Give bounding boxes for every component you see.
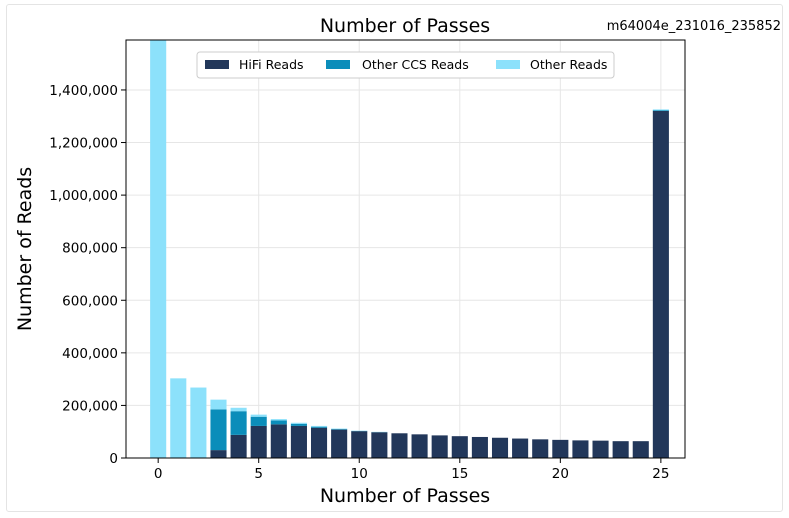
bar-other-reads <box>331 428 348 430</box>
legend-swatch-other <box>496 60 520 69</box>
x-tick-label: 15 <box>451 466 468 482</box>
bar-other-reads <box>290 422 307 424</box>
y-tick-label: 1,400,000 <box>49 83 118 99</box>
bar-other-ccs-reads <box>290 423 307 426</box>
x-tick-label: 5 <box>254 466 263 482</box>
bar-hifi-reads <box>612 441 629 458</box>
bar-hifi-reads <box>290 425 307 458</box>
bar-other-reads <box>270 419 287 421</box>
bar-other-reads <box>652 109 669 111</box>
figure-frame <box>6 4 783 512</box>
bar-hifi-reads <box>471 436 488 458</box>
bar-hifi-reads <box>632 441 649 458</box>
run-id-label: m64004e_231016_235852 <box>607 19 781 34</box>
bar-hifi-reads <box>250 425 267 458</box>
grid <box>126 40 685 459</box>
legend: HiFi Reads Other CCS Reads Other Reads <box>196 51 615 79</box>
bar-other-reads <box>210 399 227 410</box>
legend-label-other-ccs: Other CCS Reads <box>362 57 469 72</box>
bar-hifi-reads <box>411 434 428 458</box>
x-tick-label: 10 <box>351 466 368 482</box>
bar-other-ccs-reads <box>230 411 247 435</box>
x-tick-label: 20 <box>552 466 569 482</box>
legend-swatch-other-ccs <box>326 60 350 69</box>
bar-other-reads <box>250 414 267 417</box>
bar-other-ccs-reads <box>652 110 669 111</box>
y-tick-label: 0 <box>109 451 118 467</box>
bars <box>150 40 669 458</box>
x-tick-label: 0 <box>154 466 163 482</box>
bar-hifi-reads <box>210 450 227 458</box>
bar-other-reads <box>310 425 328 427</box>
chart-title: Number of Passes <box>320 15 490 37</box>
bar-hifi-reads <box>512 438 529 458</box>
bar-hifi-reads <box>491 437 509 458</box>
bar-hifi-reads <box>652 110 669 458</box>
bar-hifi-reads <box>310 427 328 458</box>
bar-hifi-reads <box>371 432 388 458</box>
legend-box <box>196 51 615 79</box>
bar-hifi-reads <box>451 436 468 458</box>
bar-other-reads <box>230 407 247 412</box>
legend-label-hifi: HiFi Reads <box>239 57 304 72</box>
bar-hifi-reads <box>592 440 609 458</box>
bar-other-reads <box>190 387 207 458</box>
bar-hifi-reads <box>552 439 569 458</box>
bar-hifi-reads <box>351 431 368 458</box>
axis-ticks: 0 200,000 400,000 600,000 800,000 1,000,000 1,… <box>49 83 669 482</box>
bar-hifi-reads <box>230 434 247 458</box>
y-tick-label: 400,000 <box>62 346 118 362</box>
y-tick-label: 200,000 <box>62 398 118 414</box>
bar-other-ccs-reads <box>270 420 287 425</box>
bar-hifi-reads <box>431 435 448 458</box>
legend-swatch-hifi <box>205 60 229 69</box>
y-tick-label: 1,200,000 <box>49 136 118 152</box>
bar-other-ccs-reads <box>331 429 348 430</box>
bar-hifi-reads <box>532 439 549 458</box>
y-axis-label: Number of Reads <box>14 167 36 331</box>
bar-hifi-reads <box>572 440 589 458</box>
y-tick-label: 600,000 <box>62 293 118 309</box>
y-tick-label: 1,000,000 <box>49 188 118 204</box>
bar-other-ccs-reads <box>310 426 328 428</box>
bar-other-ccs-reads <box>250 416 267 426</box>
x-tick-label: 25 <box>652 466 669 482</box>
bar-hifi-reads <box>331 429 348 458</box>
legend-label-other: Other Reads <box>530 57 607 72</box>
bar-other-reads <box>170 378 187 458</box>
x-axis-label: Number of Passes <box>320 485 490 507</box>
plot-area <box>125 39 686 459</box>
bar-other-reads <box>150 40 167 458</box>
bar-hifi-reads <box>270 424 287 458</box>
y-tick-label: 800,000 <box>62 241 118 257</box>
bar-hifi-reads <box>391 433 408 458</box>
bar-other-ccs-reads <box>210 409 227 451</box>
